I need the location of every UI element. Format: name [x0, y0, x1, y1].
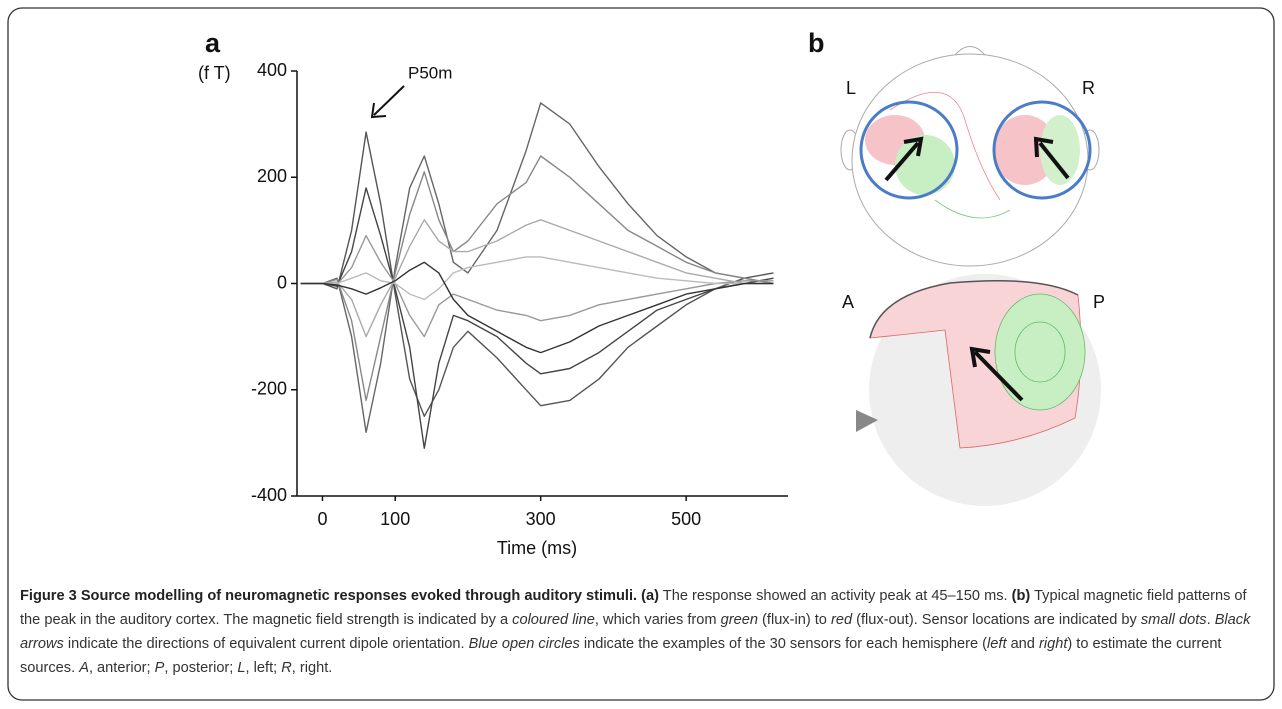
waveform: [300, 155, 774, 402]
caption-part: Typical magnetic field patterns of the p…: [20, 588, 1247, 628]
x-tick-label: 100: [380, 509, 410, 529]
caption-part: right: [1038, 636, 1068, 652]
y-tick-label: 200: [257, 166, 287, 186]
direction-label: P: [1093, 292, 1105, 312]
caption-title: Figure 3 Source modelling of neuromagnet…: [20, 588, 638, 604]
x-tick-label: 300: [526, 509, 556, 529]
panel-label: b: [808, 28, 825, 58]
waveform: [300, 235, 774, 338]
caption-part: (flux-in) to: [762, 612, 827, 628]
caption-part: .: [1206, 612, 1211, 628]
x-tick-label: 0: [317, 509, 327, 529]
caption-part: red: [830, 612, 853, 628]
waveform: [300, 261, 774, 354]
head-top-view: [840, 46, 1100, 267]
caption-part: L: [237, 660, 246, 676]
caption-part: indicate the directions of equivalent cu…: [67, 636, 465, 652]
annotation: P50m: [408, 63, 452, 82]
x-axis-label: Time (ms): [497, 538, 577, 558]
head-side-view: [856, 274, 1101, 506]
caption-part: , right.: [291, 660, 333, 676]
waveform: [300, 256, 774, 301]
caption-part: The response showed an activity peak at …: [662, 588, 1008, 604]
caption-part: A: [79, 660, 89, 676]
caption-part: Blue open circles: [468, 636, 580, 652]
caption-part: , anterior;: [88, 660, 151, 676]
caption-part: coloured line: [512, 612, 595, 628]
caption-part: Black arrows: [20, 612, 1251, 652]
direction-label: A: [842, 292, 854, 312]
caption-part: P: [154, 660, 165, 676]
caption-part: , posterior;: [164, 660, 234, 676]
caption-part: , left;: [245, 660, 278, 676]
y-tick-label: 0: [277, 272, 287, 292]
waveform: [300, 131, 774, 417]
waveform: [300, 102, 774, 433]
annotation-arrow: [370, 85, 405, 119]
y-tick-label: -400: [251, 485, 287, 505]
hemisphere-label: R: [1082, 78, 1095, 98]
caption-part: and: [1010, 636, 1035, 652]
caption-part: , which varies from: [594, 612, 717, 628]
y-tick-label: -200: [251, 379, 287, 399]
y-tick-label: 400: [257, 60, 287, 80]
waveform: [300, 187, 774, 449]
caption-part: left: [987, 636, 1007, 652]
hemisphere-label: L: [846, 78, 856, 98]
waveform: [300, 219, 774, 338]
caption-part: small dots: [1140, 612, 1207, 628]
caption-part: green: [720, 612, 758, 628]
caption-part: R: [281, 660, 292, 676]
caption-part: indicate the examples of the 30 sensors …: [583, 636, 988, 652]
y-axis-label: (f T): [198, 63, 231, 83]
x-tick-label: 500: [671, 509, 701, 529]
caption-part: (flux-out). Sensor locations are indicat…: [856, 612, 1137, 628]
caption-part: ) to estimate the current sources.: [20, 636, 1222, 676]
caption: Figure 3 Source modelling of neuromagnet…: [20, 584, 1265, 680]
frame: [7, 7, 1275, 701]
caption-part: (a): [641, 588, 659, 604]
caption-part: (b): [1011, 588, 1031, 604]
panel-label: a: [205, 28, 221, 58]
